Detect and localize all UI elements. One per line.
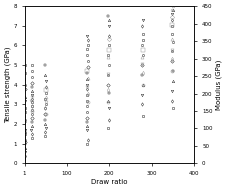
X-axis label: Draw ratio: Draw ratio (91, 179, 127, 185)
Y-axis label: Modulus (GPa): Modulus (GPa) (214, 60, 221, 110)
Y-axis label: Tensile strength (GPa): Tensile strength (GPa) (4, 46, 11, 123)
